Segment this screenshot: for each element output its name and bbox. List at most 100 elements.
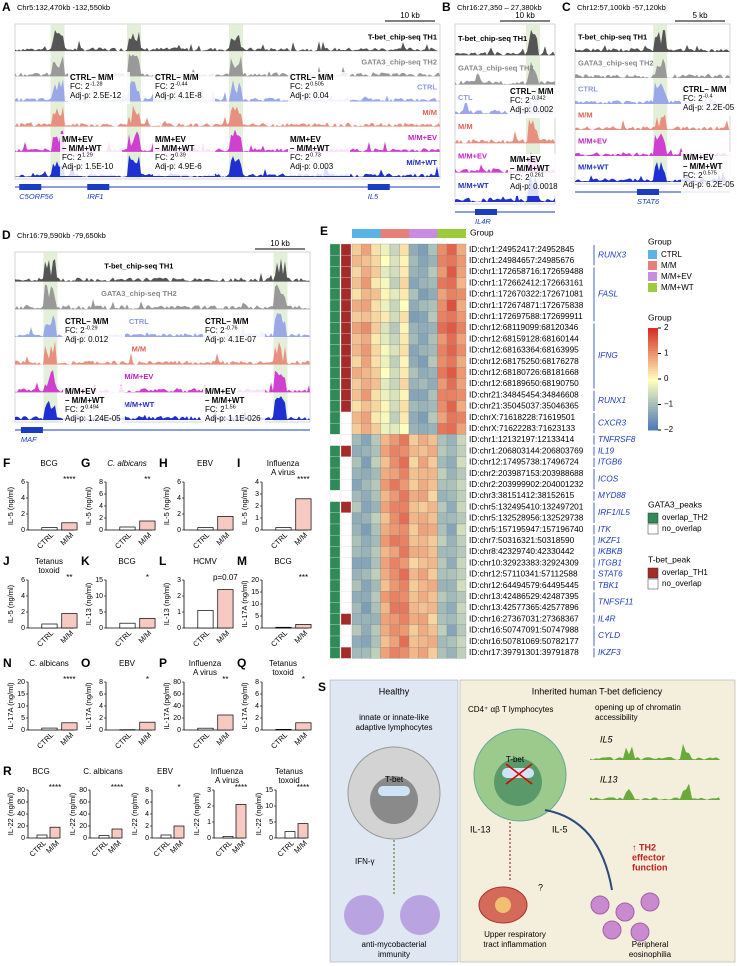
heatmap-cell	[456, 568, 467, 581]
cytokine-label: IFN-γ	[355, 857, 375, 866]
heatmap-cell	[399, 367, 410, 379]
heatmap-cell	[389, 411, 400, 424]
panel-title: A virus	[271, 468, 295, 477]
annotation-bg	[508, 154, 570, 196]
heatmap-cell	[351, 445, 362, 457]
group-bar	[409, 229, 419, 238]
heatmap-cell	[446, 523, 457, 536]
heatmap-cell	[380, 355, 391, 368]
heatmap-cell	[446, 243, 457, 256]
heatmap-cell	[437, 445, 448, 457]
y-tick-label: 8	[145, 787, 149, 794]
heatmap-cell	[408, 378, 419, 390]
heatmap-cell	[351, 568, 362, 581]
heatmap-cell	[437, 490, 448, 502]
comparison-label: CTRL– M/M	[65, 317, 109, 326]
heatmap-cell	[370, 243, 381, 256]
significance: ****	[63, 675, 75, 684]
y-axis-label: IL-5 (ng/ml)	[84, 486, 93, 525]
panel-letter: P	[159, 656, 167, 670]
bar	[111, 828, 123, 839]
y-tick-label: 0	[83, 835, 87, 842]
heatmap-cell	[427, 266, 438, 278]
heatmap-cell	[389, 479, 400, 491]
gata3-annotation	[329, 266, 341, 278]
heatmap-cell	[399, 635, 410, 648]
heatmap-cell	[456, 266, 467, 278]
fold-change: FC: 2	[510, 173, 530, 182]
heatmap-cell	[408, 400, 419, 413]
panel-letter: R	[3, 764, 12, 778]
gene-label: IL4R	[475, 217, 491, 226]
heatmap-cell	[389, 557, 400, 569]
y-tick-label: 10	[251, 601, 259, 608]
bar	[139, 721, 156, 731]
heatmap-cell	[427, 467, 438, 480]
heatmap-cell	[399, 602, 410, 614]
track-label: M/M+WT	[458, 181, 489, 190]
heatmap-cell	[380, 400, 391, 413]
heatmap-cell	[399, 512, 410, 525]
heatmap-cell	[418, 512, 429, 525]
heatmap-cell	[380, 523, 391, 536]
heatmap-cell	[427, 647, 438, 659]
heatmap-cell	[380, 535, 391, 547]
panel-letter: S	[318, 680, 326, 694]
heatmap-cell	[418, 311, 429, 323]
y-tick-label: 6	[21, 479, 25, 486]
track-label: CTRL	[417, 83, 437, 92]
heatmap-cell	[370, 389, 381, 401]
fold-change-exponent: 0.505	[310, 81, 324, 87]
bar	[41, 527, 58, 531]
heatmap-cell	[437, 277, 448, 289]
gata3-annotation	[329, 434, 341, 446]
heatmap-cell	[351, 266, 362, 278]
legend-label: overlap_TH2	[662, 513, 708, 522]
heatmap-cell	[408, 367, 419, 379]
heatmap-cell	[389, 434, 400, 446]
heatmap-cell	[351, 456, 362, 469]
heatmap-cell	[361, 512, 372, 525]
colorbar-step	[648, 399, 658, 403]
tbet-annotation	[340, 266, 352, 278]
heatmap-cell	[446, 266, 457, 278]
panel-letter: N	[3, 656, 12, 670]
heatmap-cell	[389, 546, 400, 558]
bar	[36, 834, 48, 839]
gene-model	[475, 209, 497, 215]
heatmap-cell	[418, 613, 429, 625]
heatmap-cell	[361, 277, 372, 289]
y-tick-label: 20	[17, 679, 25, 686]
tbet-annotation	[340, 434, 352, 446]
significance: ****	[63, 475, 75, 484]
comparison-label: – M/M+WT	[510, 164, 549, 173]
heatmap-cell	[427, 602, 438, 614]
heatmap-cell	[446, 378, 457, 390]
heatmap-cell	[370, 434, 381, 446]
y-tick-label: 15	[265, 787, 273, 794]
heatmap-cell	[370, 568, 381, 581]
comparison-label: – M/M+WT	[65, 396, 104, 405]
fold-change-exponent: 0.73	[310, 152, 321, 158]
heatmap-cell	[361, 266, 372, 278]
heatmap-cell	[361, 647, 372, 659]
adj-p-value: Adj-p: 2.5E-12	[70, 91, 122, 100]
heatmap-cell	[389, 591, 400, 603]
heatmap-cell	[361, 546, 372, 558]
heatmap-cell	[370, 344, 381, 357]
heatmap-cell	[380, 568, 391, 581]
group-bar	[428, 229, 438, 238]
question-label: ?	[538, 882, 543, 892]
panel-letter: L	[159, 554, 166, 568]
heatmap-cell	[408, 411, 419, 424]
heatmap-cell	[361, 333, 372, 345]
gata3-annotation	[329, 591, 341, 603]
gata3-annotation	[329, 501, 341, 513]
panel-letter: B	[442, 0, 451, 14]
colorbar-tick-label: −1	[664, 400, 674, 409]
row-label: ID:chr10:32923383:32924309	[469, 557, 579, 567]
region-label: Chr16:27,350 – 27,380kb	[457, 3, 542, 12]
row-label: ID:chrX:71618228:71619501	[469, 412, 575, 422]
heatmap-cell	[427, 423, 438, 435]
colorbar-step	[648, 345, 658, 349]
